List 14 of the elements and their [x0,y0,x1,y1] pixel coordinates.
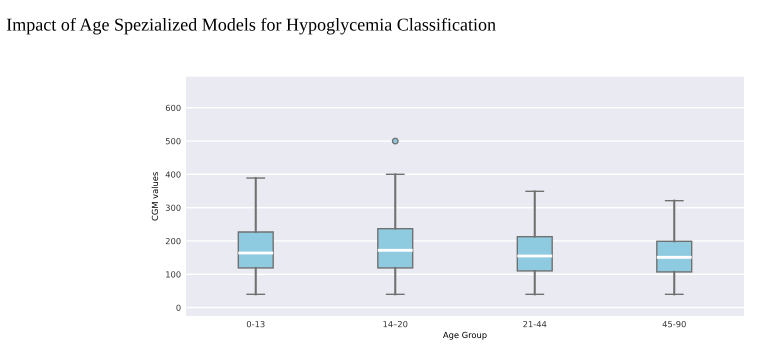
y-tick-label: 200 [166,238,181,244]
y-tick-label: 400 [166,171,181,178]
y-tick-label: 100 [166,271,181,278]
y-tick-label: 0 [176,304,181,311]
y-tick-label: 600 [166,104,181,112]
x-tick-label: 14–20 [383,320,408,328]
x-tick-label: 21-44 [523,320,546,328]
x-axis-title: Age Group [443,332,487,340]
y-axis-title: CGM values [152,172,158,220]
x-tick-label: 0-13 [246,320,265,328]
y-tick-label: 300 [166,204,181,211]
x-tick-label: 45-90 [662,320,686,328]
y-tick-label: 500 [166,138,181,144]
chart-title: Impact of Age Spezialized Models for Hypoglycemia Classification [6,18,496,34]
